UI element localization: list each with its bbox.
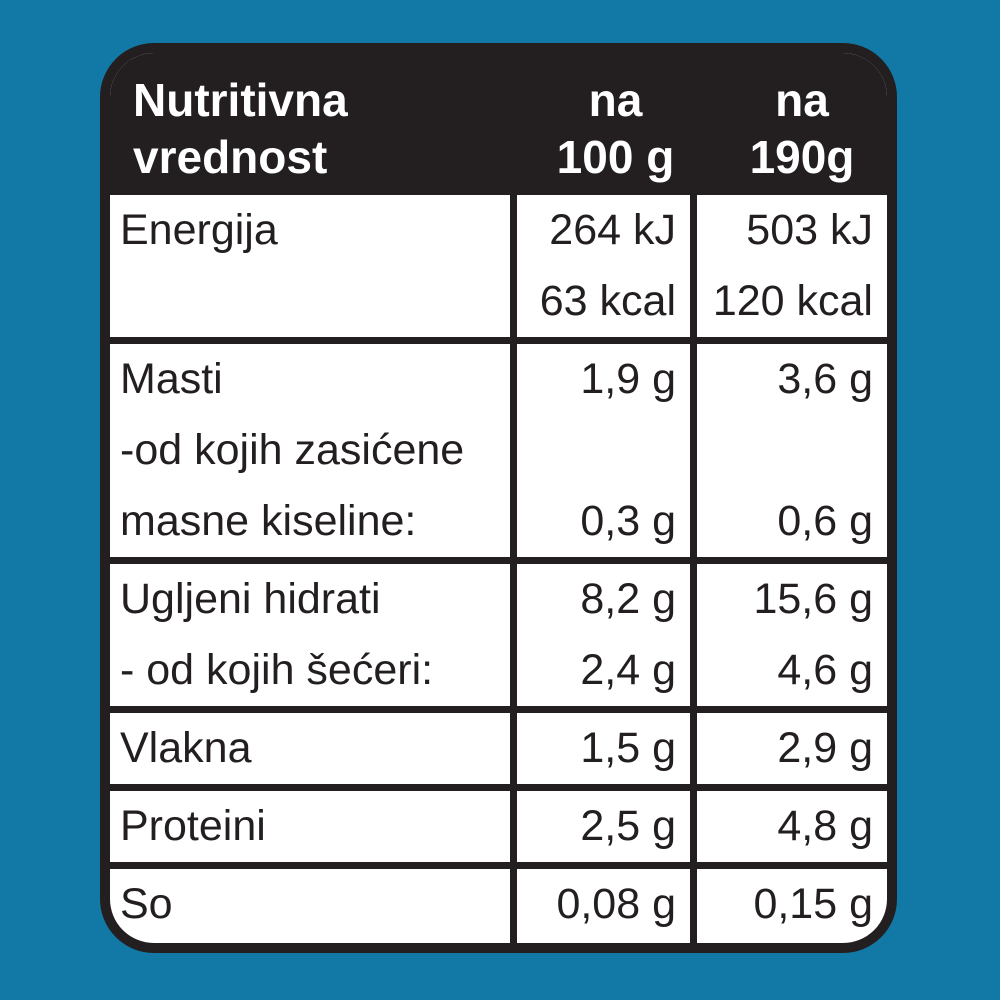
value-per-190g: 120 kcal xyxy=(712,277,873,325)
row-label-cell: Masti -od kojih zasićene masne kiseline: xyxy=(110,344,510,557)
value-per-100g: 264 kJ xyxy=(549,206,676,254)
column-header-per-190g: na 190g xyxy=(707,53,887,195)
value-per-190g: 4,8 g xyxy=(777,802,873,850)
table-title: Nutritivna vrednost xyxy=(110,53,510,195)
table-body: Energija 264 kJ 63 kcal 503 kJ 120 kcal … xyxy=(110,195,887,943)
value-per-100g: 2,4 g xyxy=(580,646,676,694)
row-label-cell: So xyxy=(110,869,510,943)
table-row-proteini: Proteini 2,5 g 4,8 g xyxy=(110,784,887,862)
value-per-190g: 4,6 g xyxy=(777,646,873,694)
value-per-100g: 0,08 g xyxy=(556,880,676,928)
value-per-100g: 8,2 g xyxy=(580,575,676,623)
row-value-per-100g-cell: 1,9 g 0,3 g xyxy=(510,344,697,557)
table-title-line2: vrednost xyxy=(133,130,328,183)
row-label: Masti xyxy=(120,355,223,403)
table-row-vlakna: Vlakna 1,5 g 2,9 g xyxy=(110,706,887,784)
row-label-cell: Proteini xyxy=(110,791,510,862)
row-value-per-100g-cell: 2,5 g xyxy=(510,791,697,862)
row-label: Vlakna xyxy=(120,724,252,772)
table-row-ugljeni-hidrati: Ugljeni hidrati - od kojih šećeri: 8,2 g… xyxy=(110,557,887,706)
table-header: Nutritivna vrednost na 100 g na 190g xyxy=(110,53,887,195)
row-value-per-190g-cell: 4,8 g xyxy=(697,791,887,862)
row-value-per-190g-cell: 3,6 g 0,6 g xyxy=(697,344,887,557)
row-label: Energija xyxy=(120,206,278,254)
nutrition-table-card: Nutritivna vrednost na 100 g na 190g Ene… xyxy=(100,43,897,953)
value-per-100g xyxy=(517,415,690,486)
column-header-per-100g-line2: 100 g xyxy=(556,130,675,183)
row-label: -od kojih zasićene xyxy=(120,426,465,474)
table-row-so: So 0,08 g 0,15 g xyxy=(110,862,887,943)
row-value-per-100g-cell: 8,2 g 2,4 g xyxy=(510,564,697,706)
row-value-per-100g-cell: 1,5 g xyxy=(510,713,697,784)
value-per-190g xyxy=(697,415,887,486)
row-label-cell: Vlakna xyxy=(110,713,510,784)
row-label: Proteini xyxy=(120,802,266,850)
value-per-190g: 2,9 g xyxy=(777,724,873,772)
column-header-per-100g-line1: na xyxy=(588,73,643,126)
table-row-energija: Energija 264 kJ 63 kcal 503 kJ 120 kcal xyxy=(110,195,887,337)
row-label: So xyxy=(120,880,173,928)
value-per-100g: 63 kcal xyxy=(539,277,676,325)
table-title-line1: Nutritivna xyxy=(133,73,348,126)
row-label-cell: Ugljeni hidrati - od kojih šećeri: xyxy=(110,564,510,706)
column-header-per-100g: na 100 g xyxy=(522,53,709,195)
value-per-190g: 0,6 g xyxy=(777,497,873,545)
row-label: masne kiseline: xyxy=(120,497,417,545)
value-per-100g: 2,5 g xyxy=(580,802,676,850)
row-value-per-190g-cell: 2,9 g xyxy=(697,713,887,784)
value-per-190g: 15,6 g xyxy=(753,575,873,623)
row-value-per-190g-cell: 15,6 g 4,6 g xyxy=(697,564,887,706)
column-header-per-190g-line2: 190g xyxy=(749,130,855,183)
value-per-190g: 3,6 g xyxy=(777,355,873,403)
row-label: - od kojih šećeri: xyxy=(120,646,434,694)
row-value-per-190g-cell: 0,15 g xyxy=(697,869,887,943)
row-value-per-100g-cell: 264 kJ 63 kcal xyxy=(510,195,697,337)
column-header-per-190g-line1: na xyxy=(775,73,829,126)
row-value-per-190g-cell: 503 kJ 120 kcal xyxy=(697,195,887,337)
value-per-190g: 0,15 g xyxy=(753,880,873,928)
value-per-100g: 0,3 g xyxy=(580,497,676,545)
row-label: Ugljeni hidrati xyxy=(120,575,381,623)
row-value-per-100g-cell: 0,08 g xyxy=(510,869,697,943)
value-per-190g: 503 kJ xyxy=(746,206,873,254)
row-label-cell: Energija xyxy=(110,195,510,337)
value-per-100g: 1,5 g xyxy=(580,724,676,772)
table-row-masti: Masti -od kojih zasićene masne kiseline:… xyxy=(110,337,887,557)
value-per-100g: 1,9 g xyxy=(580,355,676,403)
